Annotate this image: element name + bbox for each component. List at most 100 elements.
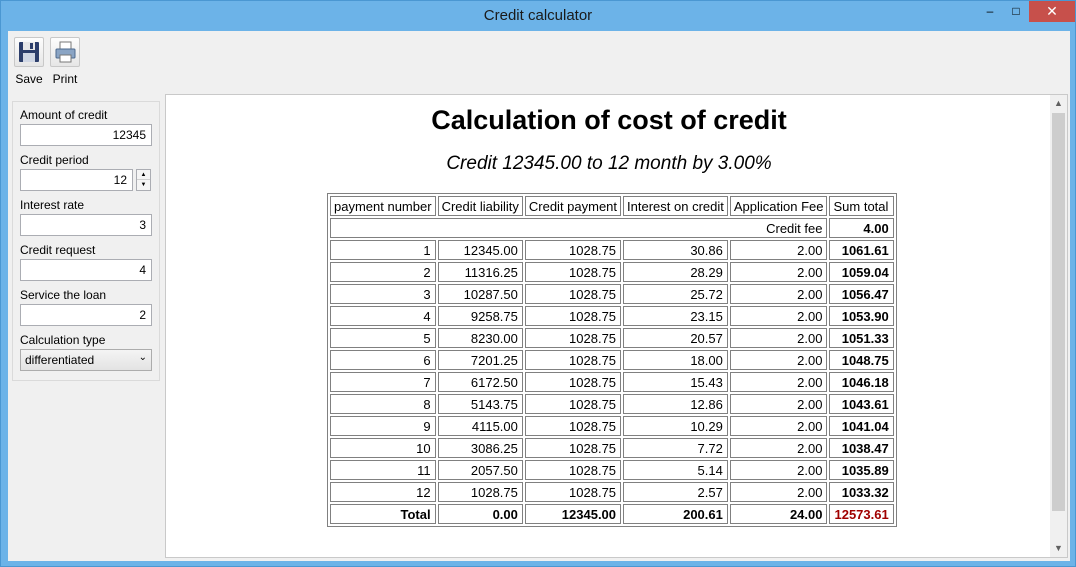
print-button[interactable]: Print [48, 35, 82, 90]
table-cell: 24.00 [729, 504, 828, 524]
table-cell: 1028.75 [524, 262, 622, 282]
header-application-fee: Application Fee [729, 196, 828, 216]
table-cell: 2.00 [729, 328, 828, 348]
request-label: Credit request [20, 243, 96, 257]
table-cell: 2.00 [729, 416, 828, 436]
header-payment-number: payment number [330, 196, 436, 216]
period-label: Credit period [20, 153, 89, 167]
table-cell: 30.86 [623, 240, 728, 260]
table-cell: 5143.75 [437, 394, 523, 414]
scroll-thumb[interactable] [1052, 113, 1065, 511]
table-cell: 2.00 [729, 460, 828, 480]
service-label: Service the loan [20, 288, 107, 302]
parameters-panel: Amount of credit 12345 Credit period 12 … [12, 101, 160, 381]
table-cell: 12345.00 [437, 240, 523, 260]
table-row: 10 3086.25 1028.75 7.72 2.00 1038.47 [330, 438, 894, 458]
minimize-button[interactable]: – [986, 4, 994, 18]
table-cell: 2.00 [729, 372, 828, 392]
scroll-up-icon[interactable]: ▲ [1054, 98, 1063, 108]
table-cell: 1028.75 [524, 284, 622, 304]
table-cell: 2.00 [729, 240, 828, 260]
table-cell: 15.43 [623, 372, 728, 392]
table-cell: 7201.25 [437, 350, 523, 370]
table-cell: 2.00 [729, 262, 828, 282]
spin-down-icon[interactable]: ▼ [140, 182, 147, 188]
table-row: 1 12345.00 1028.75 30.86 2.00 1061.61 [330, 240, 894, 260]
rate-label: Interest rate [20, 198, 85, 212]
table-cell: 1028.75 [437, 482, 523, 502]
client-area: Save Print Amount of credit 12345 Credit… [8, 31, 1070, 561]
chevron-down-icon: ⌄ [138, 352, 147, 363]
table-cell: 2057.50 [437, 460, 523, 480]
table-cell: 1028.75 [524, 372, 622, 392]
calc-type-value: differentiated [25, 353, 95, 367]
spin-up-icon[interactable]: ▲ [137, 170, 150, 180]
table-cell: 0.00 [437, 504, 523, 524]
table-row: 5 8230.00 1028.75 20.57 2.00 1051.33 [330, 328, 894, 348]
table-row: 8 5143.75 1028.75 12.86 2.00 1043.61 [330, 394, 894, 414]
table-cell: 18.00 [623, 350, 728, 370]
table-cell: 1035.89 [829, 460, 894, 480]
table-cell: 3086.25 [437, 438, 523, 458]
credit-fee-label: Credit fee [330, 218, 828, 238]
table-cell: 2.00 [729, 350, 828, 370]
table-cell: Total [330, 504, 436, 524]
table-cell: 9258.75 [437, 306, 523, 326]
header-interest: Interest on credit [623, 196, 728, 216]
table-cell: 1028.75 [524, 438, 622, 458]
table-cell: 4115.00 [437, 416, 523, 436]
table-cell: 7.72 [623, 438, 728, 458]
header-credit-liability: Credit liability [437, 196, 523, 216]
table-cell: 9 [330, 416, 436, 436]
table-cell: 1043.61 [829, 394, 894, 414]
table-cell: 1041.04 [829, 416, 894, 436]
close-button[interactable]: ✕ [1029, 1, 1075, 22]
table-cell: 2.00 [729, 438, 828, 458]
table-cell: 10.29 [623, 416, 728, 436]
calc-type-select[interactable]: differentiated ⌄ [20, 349, 152, 371]
save-label: Save [15, 72, 43, 86]
table-cell: 2.00 [729, 306, 828, 326]
table-cell: 1028.75 [524, 482, 622, 502]
printer-icon [50, 37, 80, 67]
table-cell: 12345.00 [524, 504, 622, 524]
maximize-button[interactable]: □ [1012, 4, 1020, 18]
table-cell: 5.14 [623, 460, 728, 480]
rate-input[interactable]: 3 [20, 214, 152, 236]
period-spinner[interactable]: ▲ ▼ [136, 169, 151, 191]
table-cell: 1056.47 [829, 284, 894, 304]
table-cell: 12 [330, 482, 436, 502]
table-cell: 7 [330, 372, 436, 392]
table-cell: 1028.75 [524, 394, 622, 414]
table-cell: 11 [330, 460, 436, 480]
floppy-disk-icon [14, 37, 44, 67]
table-cell: 10 [330, 438, 436, 458]
report-subtitle: Credit 12345.00 to 12 month by 3.00% [446, 153, 772, 174]
table-cell: 1028.75 [524, 416, 622, 436]
request-input[interactable]: 4 [20, 259, 152, 281]
table-cell: 11316.25 [437, 262, 523, 282]
amount-label: Amount of credit [20, 108, 108, 122]
table-header-row: payment number Credit liability Credit p… [330, 196, 894, 216]
table-cell: 1028.75 [524, 460, 622, 480]
report-view[interactable]: Calculation of cost of credit Credit 123… [165, 94, 1068, 558]
vertical-scrollbar[interactable]: ▲ ▼ [1050, 95, 1067, 557]
table-cell: 1051.33 [829, 328, 894, 348]
table-cell: 2.00 [729, 284, 828, 304]
header-credit-payment: Credit payment [524, 196, 622, 216]
period-input[interactable]: 12 [20, 169, 133, 191]
table-cell: 1059.04 [829, 262, 894, 282]
scroll-down-icon[interactable]: ▼ [1054, 543, 1063, 553]
total-row: Total 0.00 12345.00 200.61 24.00 12573.61 [330, 504, 894, 524]
table-cell: 1061.61 [829, 240, 894, 260]
table-row: 3 10287.50 1028.75 25.72 2.00 1056.47 [330, 284, 894, 304]
table-cell: 1028.75 [524, 240, 622, 260]
save-button[interactable]: Save [12, 35, 46, 90]
table-row: 2 11316.25 1028.75 28.29 2.00 1059.04 [330, 262, 894, 282]
toolbar: Save Print [8, 31, 1070, 91]
service-input[interactable]: 2 [20, 304, 152, 326]
credit-fee-value: 4.00 [829, 218, 894, 238]
amount-input[interactable]: 12345 [20, 124, 152, 146]
table-row: 11 2057.50 1028.75 5.14 2.00 1035.89 [330, 460, 894, 480]
